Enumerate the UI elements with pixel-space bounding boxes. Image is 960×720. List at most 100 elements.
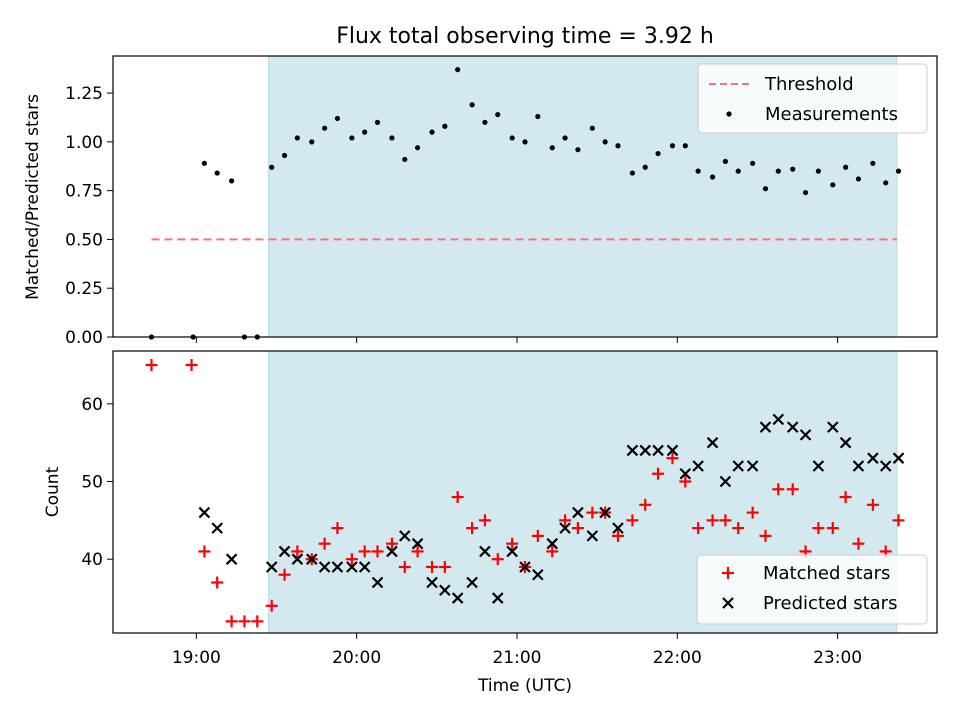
matched-star-marker xyxy=(746,506,759,519)
predicted-star-marker xyxy=(439,584,451,597)
matched-star-marker xyxy=(826,522,839,535)
bottom-y-label: Count xyxy=(43,466,63,517)
predicted-star-marker xyxy=(386,545,398,558)
predicted-star-marker xyxy=(278,545,291,558)
top-legend: Threshold Measurements xyxy=(697,63,928,134)
predicted-star-marker xyxy=(852,460,865,472)
measurement-point xyxy=(495,111,501,118)
measurement-point xyxy=(535,113,541,120)
measurement-point xyxy=(642,164,648,170)
matched-star-marker xyxy=(892,514,905,527)
matched-star-marker xyxy=(531,529,544,542)
measurement-point xyxy=(870,160,876,166)
measurement-point xyxy=(575,147,581,153)
matched-star-marker xyxy=(772,483,785,496)
matched-star-marker xyxy=(706,514,719,527)
predicted-star-marker xyxy=(559,522,571,534)
matched-star-marker xyxy=(251,615,264,628)
measurement-point xyxy=(214,170,220,176)
measurement-point xyxy=(414,145,421,151)
measurement-point xyxy=(629,170,636,176)
matched-star-marker xyxy=(318,537,331,550)
predicted-star-marker xyxy=(546,537,559,550)
top-legend-box xyxy=(697,63,928,134)
bottom-legend-box xyxy=(696,554,928,625)
predicted-star-marker xyxy=(411,537,424,550)
matched-star-marker xyxy=(559,514,572,527)
bottom-y-tick-label: 50 xyxy=(81,473,103,493)
bottom-panel: 40 50 60 19:00 20:00 21:00 22:00 23:00 Count Ti… xyxy=(43,350,938,696)
matched-star-marker xyxy=(198,545,211,558)
predicted-star-marker xyxy=(398,530,411,542)
predicted-star-marker xyxy=(265,561,278,573)
predicted-star-marker xyxy=(572,506,584,519)
top-axes-frame xyxy=(112,55,938,338)
predicted-star-marker xyxy=(306,553,318,565)
x-axis-label: Time (UTC) xyxy=(477,676,572,696)
measurement-point xyxy=(855,176,862,182)
matched-star-marker xyxy=(786,483,799,496)
matched-star-marker xyxy=(466,522,479,535)
measurement-point xyxy=(682,143,688,149)
measurement-point xyxy=(815,168,821,174)
measurement-point xyxy=(442,123,448,129)
predicted-star-marker xyxy=(346,561,358,573)
predicted-star-marker xyxy=(612,522,624,534)
measurement-point xyxy=(294,135,300,141)
matched-star-marker xyxy=(719,514,732,527)
measurement-point xyxy=(402,156,408,163)
predicted-star-marker xyxy=(479,545,491,558)
predicted-star-marker xyxy=(211,522,223,534)
measurement-point xyxy=(722,158,728,164)
matched-star-marker xyxy=(398,560,411,573)
measurement-point xyxy=(562,135,568,141)
matched-star-marker xyxy=(759,529,772,542)
predicted-star-marker xyxy=(692,460,704,472)
matched-star-marker xyxy=(185,358,198,371)
matched-star-marker xyxy=(265,599,278,612)
matched-star-marker xyxy=(652,467,665,480)
measurement-point xyxy=(429,129,435,135)
measurement-point xyxy=(655,150,661,157)
top-y-label: Matched/Predicted stars xyxy=(23,94,43,300)
predicted-star-marker xyxy=(291,553,304,565)
predicted-star-marker xyxy=(426,576,438,589)
measurement-point xyxy=(762,186,769,192)
bottom-y-tick-label: 40 xyxy=(81,550,103,570)
bottom-x-tick-label: 22:00 xyxy=(653,648,702,668)
measurement-point xyxy=(229,178,235,184)
top-panel: 0.00 0.25 0.50 0.75 1.00 1.25 Matched/Predict… xyxy=(23,55,938,348)
predicted-star-marker xyxy=(586,530,599,542)
predicted-star-marker xyxy=(532,568,544,581)
measurement-point xyxy=(602,139,608,145)
measurement-point xyxy=(389,135,395,141)
legend-matched-label: Matched stars xyxy=(763,563,890,584)
measurement-point xyxy=(695,168,701,174)
matched-star-marker xyxy=(278,568,291,581)
measurement-point xyxy=(775,168,781,174)
predicted-star-marker xyxy=(839,436,852,449)
matched-star-marker xyxy=(438,560,451,573)
bottom-ticks: 40 50 60 19:00 20:00 21:00 22:00 23:00 xyxy=(81,395,862,668)
matched-star-marker xyxy=(491,553,504,566)
predicted-star-marker xyxy=(879,460,892,472)
predicted-star-marker xyxy=(371,576,384,589)
matched-star-marker xyxy=(331,522,344,535)
matched-star-marker xyxy=(371,545,384,558)
measurement-point xyxy=(669,143,676,149)
measurement-point xyxy=(830,182,836,188)
matched-star-marker xyxy=(145,358,158,371)
top-y-tick-label: 0.75 xyxy=(65,182,103,202)
predicted-star-marker xyxy=(772,413,785,426)
bottom-legend: Matched stars Predicted stars xyxy=(696,554,928,625)
predicted-star-marker xyxy=(812,460,825,472)
measurement-point xyxy=(309,139,315,145)
top-ticks: 0.00 0.25 0.50 0.75 1.00 1.25 xyxy=(65,84,839,348)
matched-star-marker xyxy=(225,615,238,628)
measurement-point xyxy=(895,168,902,174)
measurement-point xyxy=(790,166,796,172)
matched-star-marker xyxy=(732,522,745,535)
measurement-point xyxy=(469,102,475,108)
bottom-x-tick-label: 21:00 xyxy=(492,648,541,668)
